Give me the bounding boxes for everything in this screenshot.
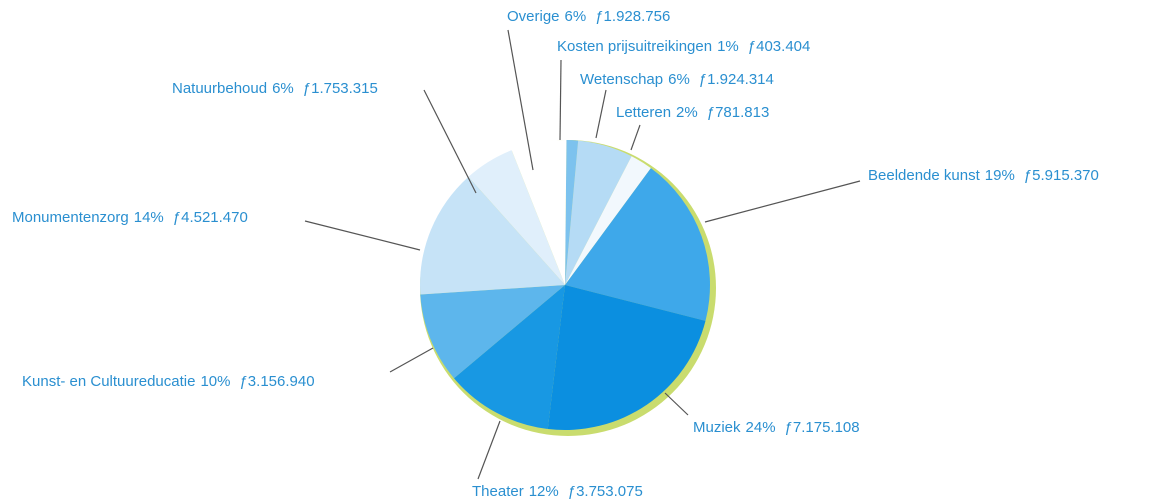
category-label: Monumentenzorg — [12, 209, 129, 226]
pie-slice — [511, 140, 567, 285]
slice-label: Wetenschap 6% ƒ1.924.314 — [580, 71, 774, 88]
pie-slice — [420, 176, 565, 295]
pie-slice — [565, 140, 632, 285]
pie-slice — [453, 285, 565, 429]
pie-slice — [468, 150, 565, 285]
percent-label: 24% — [746, 419, 776, 436]
slice-label: Beeldende kunst 19% ƒ5.915.370 — [868, 167, 1099, 184]
category-label: Theater — [472, 483, 524, 500]
category-label: Kunst- en Cultuureducatie — [22, 373, 195, 390]
amount-label: ƒ403.404 — [748, 38, 811, 55]
percent-label: 1% — [717, 38, 739, 55]
pie-slice — [565, 140, 579, 285]
slice-label: Natuurbehoud 6% ƒ1.753.315 — [172, 80, 378, 97]
leader-line — [595, 89, 607, 139]
amount-label: ƒ3.753.075 — [568, 483, 643, 500]
category-label: Natuurbehoud — [172, 80, 267, 97]
percent-label: 12% — [529, 483, 559, 500]
amount-label: ƒ781.813 — [707, 104, 770, 121]
slice-label: Muziek 24% ƒ7.175.108 — [693, 419, 860, 436]
slice-label: Monumentenzorg 14% ƒ4.521.470 — [12, 209, 248, 226]
amount-label: ƒ1.753.315 — [303, 80, 378, 97]
leader-line — [507, 29, 534, 171]
percent-label: 10% — [200, 373, 230, 390]
leader-line — [559, 59, 562, 141]
slice-label: Theater 12% ƒ3.753.075 — [472, 483, 643, 500]
amount-label: ƒ1.924.314 — [699, 71, 774, 88]
amount-label: ƒ3.156.940 — [239, 373, 314, 390]
percent-label: 19% — [985, 167, 1015, 184]
percent-label: 6% — [565, 8, 587, 25]
leader-line — [664, 392, 689, 416]
leader-line — [704, 180, 861, 223]
percent-label: 14% — [134, 209, 164, 226]
leader-line — [304, 220, 421, 251]
pie-slice — [565, 156, 651, 285]
amount-label: ƒ1.928.756 — [595, 8, 670, 25]
category-label: Beeldende kunst — [868, 167, 981, 184]
pie-slice — [547, 285, 706, 430]
leader-line — [477, 420, 501, 480]
percent-label: 6% — [272, 80, 294, 97]
pie-slice — [420, 285, 565, 379]
category-label: Letteren — [616, 104, 671, 121]
amount-label: ƒ5.915.370 — [1024, 167, 1099, 184]
slice-label: Overige 6% ƒ1.928.756 — [507, 8, 670, 25]
slice-label: Kosten prijsuitreikingen 1% ƒ403.404 — [557, 38, 810, 55]
leader-line — [389, 347, 434, 373]
slice-label: Kunst- en Cultuureducatie 10% ƒ3.156.940 — [22, 373, 315, 390]
amount-label: ƒ4.521.470 — [173, 209, 248, 226]
slice-label: Letteren 2% ƒ781.813 — [616, 104, 769, 121]
amount-label: ƒ7.175.108 — [785, 419, 860, 436]
leader-line — [423, 89, 477, 194]
pie-slice — [565, 168, 710, 321]
category-label: Wetenschap — [580, 71, 663, 88]
leader-line — [630, 124, 641, 151]
category-label: Muziek — [693, 419, 741, 436]
category-label: Kosten prijsuitreikingen — [557, 38, 712, 55]
percent-label: 6% — [668, 71, 690, 88]
category-label: Overige — [507, 8, 560, 25]
percent-label: 2% — [676, 104, 698, 121]
